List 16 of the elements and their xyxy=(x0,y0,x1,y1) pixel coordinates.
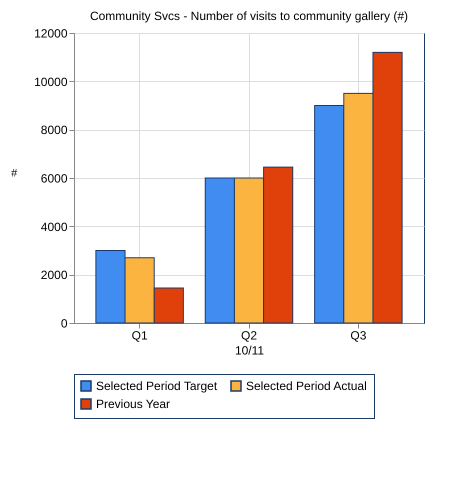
legend-label: Selected Period Target xyxy=(96,379,218,393)
chart-title: Community Svcs - Number of visits to community gallery (#) xyxy=(90,9,408,23)
y-tick-label: 10000 xyxy=(34,74,68,89)
x-axis-title: 10/11 xyxy=(234,344,264,358)
y-tick-label: 12000 xyxy=(34,26,68,40)
y-tick-label: 8000 xyxy=(40,123,68,138)
y-tick-label: 4000 xyxy=(40,220,68,234)
legend-label: Selected Period Actual xyxy=(246,379,367,393)
y-tick-label: 6000 xyxy=(40,172,68,186)
y-tick-label: 2000 xyxy=(40,268,68,282)
x-tick-label: Q3 xyxy=(350,328,367,342)
x-tick-label: Q2 xyxy=(240,328,258,342)
y-axis-title: # xyxy=(11,168,18,180)
x-tick-label: Q1 xyxy=(132,328,148,342)
y-tick-label: 0 xyxy=(60,316,68,330)
legend-label: Previous Year xyxy=(96,397,170,411)
